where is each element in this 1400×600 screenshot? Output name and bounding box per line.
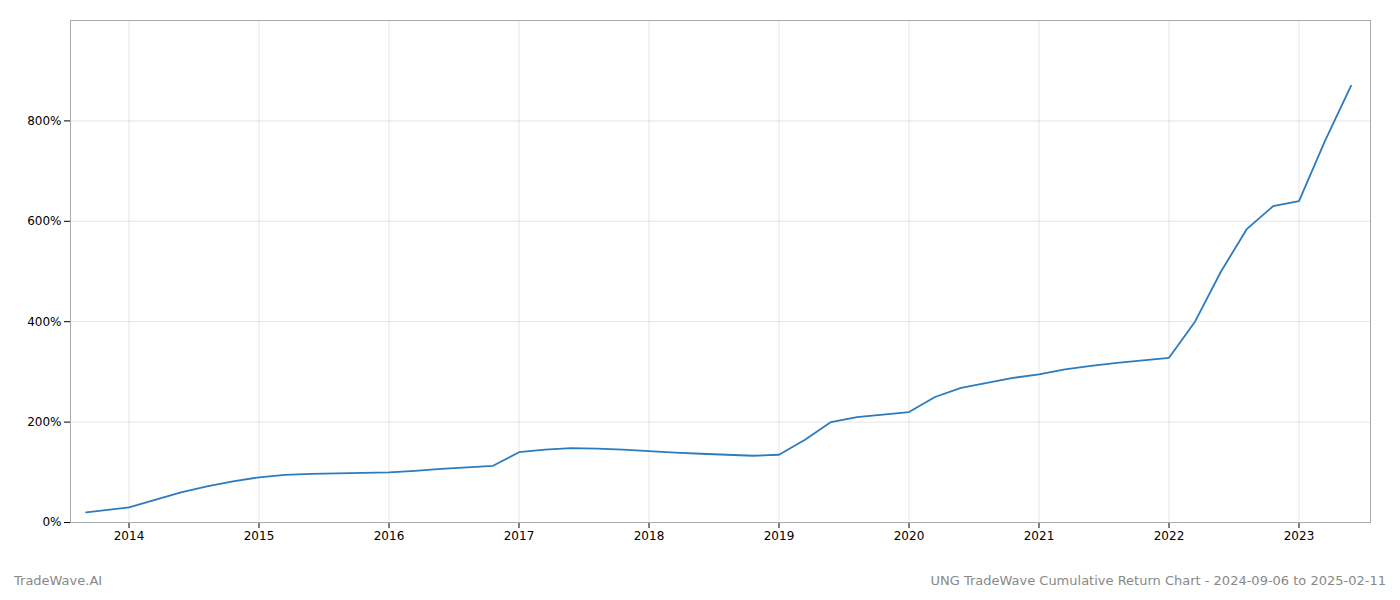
svg-text:400%: 400%: [27, 315, 61, 329]
svg-text:2020: 2020: [894, 529, 925, 543]
svg-text:0%: 0%: [42, 515, 61, 529]
svg-text:2019: 2019: [764, 529, 795, 543]
svg-text:2023: 2023: [1284, 529, 1315, 543]
html-text:UNG TradeWave Cumulative Retur: UNG TradeWave Cumulative Return Chart - …: [930, 572, 1386, 588]
svg-text:800%: 800%: [27, 114, 61, 128]
svg-text:2017: 2017: [504, 529, 535, 543]
svg-text:2018: 2018: [634, 529, 665, 543]
svg-text:2016: 2016: [374, 529, 405, 543]
svg-text:2015: 2015: [244, 529, 275, 543]
svg-text:600%: 600%: [27, 214, 61, 228]
svg-text:2022: 2022: [1154, 529, 1185, 543]
svg-text:2014: 2014: [114, 529, 145, 543]
svg-text:2021: 2021: [1024, 529, 1055, 543]
html-text:TradeWave.AI: TradeWave.AI: [14, 572, 103, 588]
svg-text:200%: 200%: [27, 415, 61, 429]
